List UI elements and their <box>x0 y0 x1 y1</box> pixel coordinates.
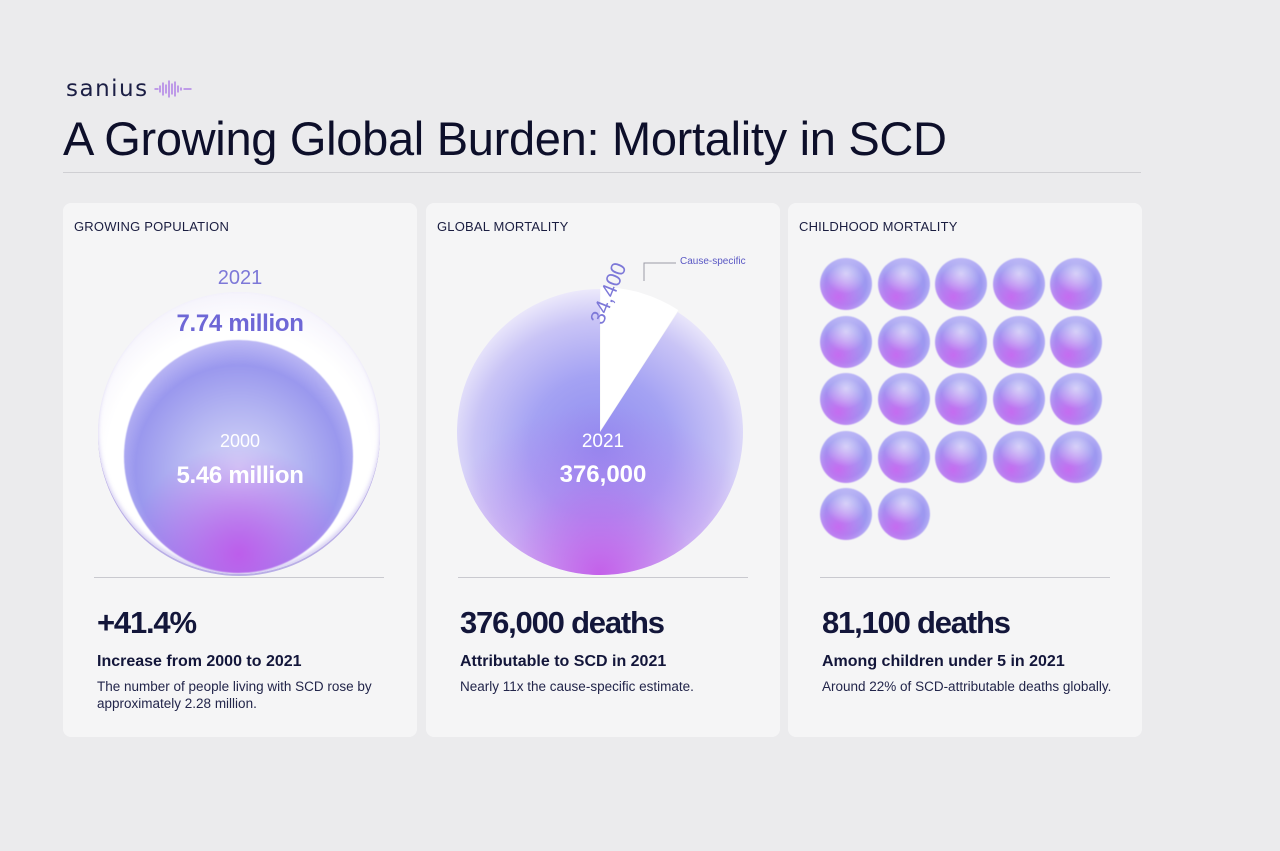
card-divider <box>820 577 1110 578</box>
population-bubble-chart: 2021 7.74 million 2000 5.46 million <box>63 203 417 575</box>
bubble-2000 <box>124 340 353 573</box>
pictogram-dot <box>820 430 872 483</box>
mortality-pie-chart: Cause-specific 34,400 2021 376,000 <box>426 203 780 575</box>
pictogram-dot <box>1050 373 1102 425</box>
pictogram-dot <box>992 315 1045 368</box>
pictogram-dot <box>992 373 1045 425</box>
pictogram-dot <box>820 258 872 310</box>
pie-slice-cause-specific <box>600 287 679 431</box>
card-subtitle: Increase from 2000 to 2021 <box>97 653 302 670</box>
bubble-2000-year: 2000 <box>219 431 261 451</box>
card-description: The number of people living with SCD ros… <box>97 679 372 711</box>
card-description: Around 22% of SCD-attributable deaths gl… <box>822 679 1112 694</box>
bubble-2000-value: 5.46 million <box>176 462 304 489</box>
pictogram-dot <box>935 258 987 310</box>
card-subtitle: Attributable to SCD in 2021 <box>460 653 667 670</box>
pictogram-dot <box>820 488 872 540</box>
card-stat: 376,000 deaths <box>460 605 665 640</box>
pictogram-dot <box>1050 258 1102 310</box>
card-childhood-mortality: CHILDHOOD MORTALITY 81,100 deaths Among … <box>788 203 1142 737</box>
pie-slice-remainder-glow <box>456 289 743 575</box>
card-subtitle: Among children under 5 in 2021 <box>822 653 1065 670</box>
pictogram-dot <box>935 373 987 425</box>
pictogram-dot <box>820 315 872 368</box>
pictogram-dot <box>935 430 987 483</box>
pie-center-year: 2021 <box>581 431 625 452</box>
waveform-icon <box>153 80 192 98</box>
card-stat: 81,100 deaths <box>822 605 1011 640</box>
card-growing-population: GROWING POPULATION 2021 7.74 million 200… <box>63 203 417 737</box>
pie-svg <box>456 262 743 575</box>
pictogram-dot <box>1050 430 1102 483</box>
bubble-2021-year: 2021 <box>217 267 263 289</box>
pie-callout-label: Cause-specific <box>680 256 746 267</box>
pictogram-dot <box>877 315 930 368</box>
page-title: A Growing Global Burden: Mortality in SC… <box>63 112 947 165</box>
card-stat: +41.4% <box>97 605 197 640</box>
card-divider <box>458 577 748 578</box>
pictogram-chart <box>820 258 1110 548</box>
pictogram-dot <box>820 373 872 425</box>
brand-name: sanius <box>66 76 149 102</box>
card-divider <box>94 577 384 578</box>
card-label: GLOBAL MORTALITY <box>437 219 569 234</box>
pictogram-dot <box>877 258 930 310</box>
pictogram-dot <box>877 430 930 483</box>
pictogram-dot <box>992 430 1045 483</box>
bubble-2021-value: 7.74 million <box>176 310 304 337</box>
brand-logo: sanius <box>66 76 193 102</box>
card-label: GROWING POPULATION <box>74 219 230 234</box>
pictogram-dot <box>935 315 987 368</box>
pictogram-dot <box>1050 315 1102 368</box>
card-global-mortality: GLOBAL MORTALITY <box>426 203 780 737</box>
pictogram-dot <box>877 373 930 425</box>
pictogram-dot <box>877 488 930 540</box>
card-label: CHILDHOOD MORTALITY <box>799 219 958 234</box>
header-divider <box>63 172 1141 173</box>
pie-center-value: 376,000 <box>559 461 647 488</box>
card-description: Nearly 11x the cause-specific estimate. <box>460 679 694 694</box>
pictogram-dot <box>992 258 1045 310</box>
